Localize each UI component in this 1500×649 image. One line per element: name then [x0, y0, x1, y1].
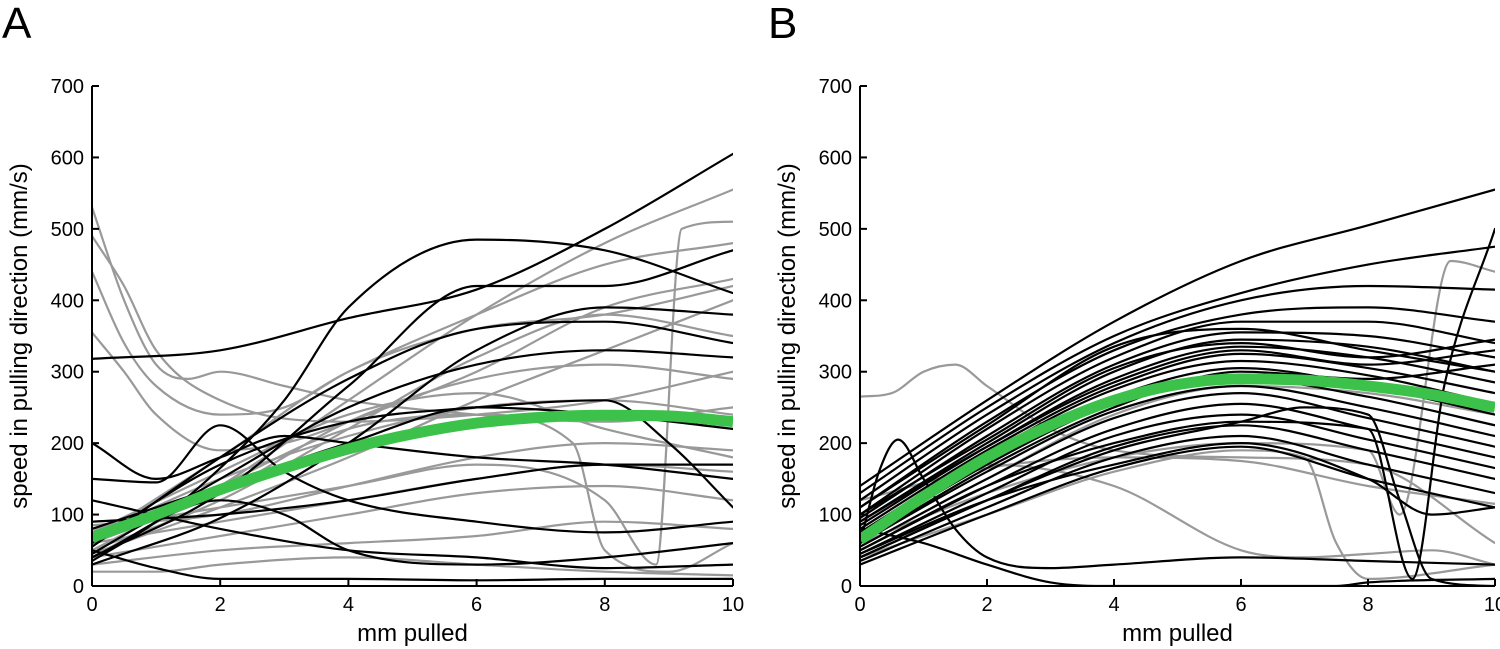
panel-a-trial-dark-1-line: [92, 152, 733, 360]
panel-b-trial-dark-21-line: [860, 338, 1495, 516]
panel-a-trial-dark-11-line: [92, 463, 733, 523]
panel-a-trial-light-12-line: [92, 520, 733, 566]
panel-b-y-tick-label: 600: [819, 147, 852, 169]
panel-b-trial-dark-2-line: [860, 245, 1495, 495]
panel-b-trial-dark-14-line: [860, 392, 1495, 548]
panel-a-trial-light-3-line: [92, 277, 733, 452]
panel-b-y-axis-label: speed in pulling direction (mm/s): [774, 163, 801, 508]
panel-b-label: B: [768, 0, 797, 48]
panel-a-trial-dark-3-line: [92, 249, 733, 559]
panel-a-x-tick-label: 0: [86, 594, 97, 616]
panel-a-mean-line: [92, 409, 733, 543]
panel-b-y-tick-label: 400: [819, 290, 852, 312]
panel-b-trial-dark-9-line: [860, 352, 1495, 530]
panel-a-trial-dark-9-line: [92, 349, 733, 555]
panel-b-y-tick-label: 100: [819, 505, 852, 527]
panel-a-x-tick-label: 4: [343, 594, 354, 616]
panel-a-trial-dark-8-line: [92, 549, 733, 582]
panel-b-trial-dark-3-line: [860, 284, 1495, 502]
panel-a-trial-dark-13-line: [92, 320, 733, 548]
panel-b-axes: 0 100 200 300 400 500 600 700 0 2 4 6 8 10: [819, 76, 1500, 616]
panel-b-trial-dark-6-line: [860, 331, 1495, 520]
panel-a-y-tick-label: 700: [51, 76, 84, 98]
panel-b-x-tick-label: 4: [1108, 594, 1119, 616]
panel-a-trial-light-1-line: [92, 206, 733, 423]
panel-b-trial-dark-28-line: [860, 442, 1495, 555]
panel-a-y-tick-label: 0: [73, 576, 84, 598]
panel-a-y-axis-label: speed in pulling direction (mm/s): [6, 163, 33, 508]
panel-b: B 0 100 200 300 400 500 600 700 0 2 4 6 8 10 mm pulle…: [768, 0, 1500, 647]
panel-b-trial-dark-1-line: [860, 188, 1495, 488]
panel-b-mean-line: [860, 373, 1495, 545]
panel-b-trial-light-4-line: [860, 259, 1495, 545]
panel-b-x-tick-label: 8: [1362, 594, 1373, 616]
panel-b-trial-dark-4-line: [860, 306, 1495, 509]
panel-b-y-tick-label: 300: [819, 362, 852, 384]
panel-b-trial-light-1-line: [860, 363, 1495, 545]
panel-b-x-tick-label: 2: [981, 594, 992, 616]
panel-b-x-tick-label: 10: [1484, 594, 1500, 616]
panel-a-axes: 0 100 200 300 400 500 600 700 0 2 4 6 8 10: [51, 76, 745, 616]
panel-b-trial-dark-25-line: [860, 527, 1495, 586]
panel-a-trial-dark-12-line: [92, 499, 733, 566]
panel-a-x-axis-label: mm pulled: [357, 620, 468, 647]
panel-b-y-tick-label: 700: [819, 76, 852, 98]
panel-a-x-tick-label: 2: [215, 594, 226, 616]
panel-a-trial-dark-6-line: [92, 424, 733, 534]
panel-a-trial-dark-4-line: [92, 306, 733, 566]
panel-a-trial-light-18-line: [92, 556, 733, 577]
panel-a-y-tick-label: 200: [51, 433, 84, 455]
panel-b-trial-dark-24-line: [860, 438, 1495, 570]
panel-b-y-tick-label: 200: [819, 433, 852, 455]
panel-a-x-tick-label: 8: [599, 594, 610, 616]
panel-a-y-tick-label: 500: [51, 219, 84, 241]
panel-b-trial-dark-19-line: [860, 445, 1495, 566]
panel-a-label: A: [2, 0, 32, 48]
panel-b-trial-dark-5-line: [860, 320, 1495, 516]
panel-b-x-axis-label: mm pulled: [1122, 620, 1233, 647]
panel-a-trial-light-16-line: [92, 392, 733, 534]
panel-b-trial-dark-20-line: [860, 327, 1495, 509]
panel-b-trial-dark-26-line: [860, 406, 1495, 586]
panel-a-y-tick-label: 400: [51, 290, 84, 312]
panel-a-plot-area: [92, 152, 733, 582]
panel-b-y-tick-label: 500: [819, 219, 852, 241]
panel-b-trial-dark-13-line: [860, 384, 1495, 545]
panel-a-trial-light-2-line: [92, 242, 733, 416]
panel-b-y-tick-label: 0: [841, 576, 852, 598]
panel-a-y-tick-label: 300: [51, 362, 84, 384]
panel-b-trial-dark-22-line: [860, 349, 1495, 523]
panel-a-trial-light-11-line: [92, 484, 733, 559]
panel-a-trial-dark-7-line: [92, 499, 733, 570]
panel-a-y-tick-label: 600: [51, 147, 84, 169]
panel-b-x-tick-label: 6: [1235, 594, 1246, 616]
panel-b-x-tick-label: 0: [854, 594, 865, 616]
panel-a-x-tick-label: 10: [722, 594, 744, 616]
panel-a: A 0 100 200 300 400 500 600 700 0 2 4 6 8 10 mm pulle…: [2, 0, 744, 647]
panel-a-trial-light-6-line: [92, 313, 733, 552]
panel-b-plot-area: [860, 188, 1495, 586]
panel-a-y-tick-label: 100: [51, 505, 84, 527]
panel-a-x-tick-label: 6: [471, 594, 482, 616]
